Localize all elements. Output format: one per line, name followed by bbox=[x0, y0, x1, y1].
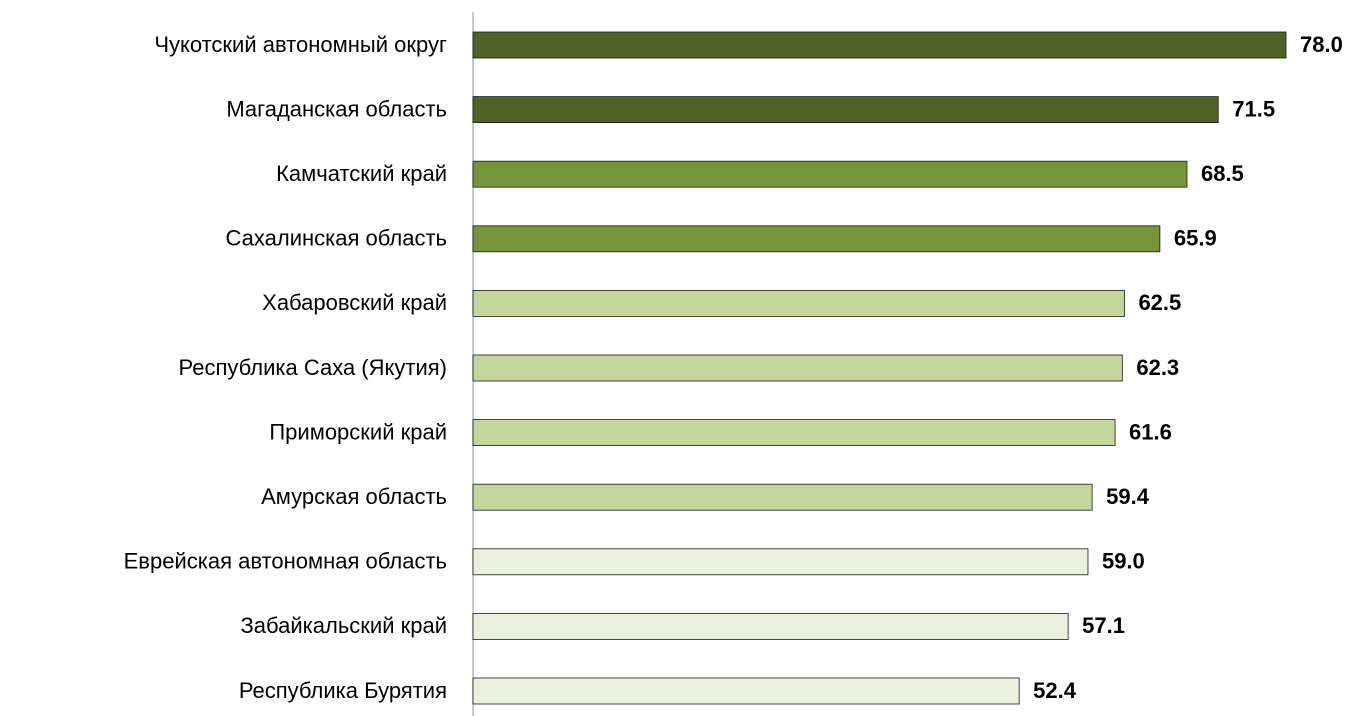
bar bbox=[472, 419, 1116, 447]
category-label: Чукотский автономный округ bbox=[154, 32, 447, 57]
category-label: Амурская область bbox=[261, 484, 447, 509]
value-label: 62.3 bbox=[1136, 355, 1179, 380]
bar bbox=[472, 613, 1069, 640]
value-label: 57.1 bbox=[1082, 613, 1125, 638]
category-label: Республика Саха (Якутия) bbox=[179, 355, 447, 380]
value-label: 78.0 bbox=[1300, 32, 1343, 57]
category-label: Республика Бурятия bbox=[239, 678, 447, 703]
bar bbox=[472, 548, 1089, 576]
bar bbox=[472, 483, 1093, 511]
value-label: 59.4 bbox=[1106, 484, 1150, 509]
category-label: Забайкальский край bbox=[241, 613, 448, 638]
value-label: 65.9 bbox=[1174, 226, 1217, 251]
category-label: Хабаровский край bbox=[262, 290, 447, 315]
bar bbox=[472, 96, 1219, 123]
bar bbox=[472, 289, 1125, 317]
value-label: 59.0 bbox=[1102, 549, 1145, 574]
category-label: Магаданская область bbox=[226, 96, 447, 121]
category-label: Приморский край bbox=[269, 419, 447, 444]
bar bbox=[472, 31, 1287, 59]
bar bbox=[472, 160, 1188, 188]
value-label: 52.4 bbox=[1033, 678, 1077, 703]
category-label: Сахалинская область bbox=[226, 226, 447, 251]
value-label: 62.5 bbox=[1138, 290, 1181, 315]
value-label: 71.5 bbox=[1232, 96, 1275, 121]
bar bbox=[472, 354, 1123, 382]
value-label: 68.5 bbox=[1201, 161, 1244, 186]
category-label: Камчатский край bbox=[276, 161, 447, 186]
category-label: Еврейская автономная область bbox=[124, 549, 447, 574]
bar bbox=[472, 225, 1161, 253]
value-label: 61.6 bbox=[1129, 419, 1172, 444]
bar bbox=[472, 677, 1020, 705]
